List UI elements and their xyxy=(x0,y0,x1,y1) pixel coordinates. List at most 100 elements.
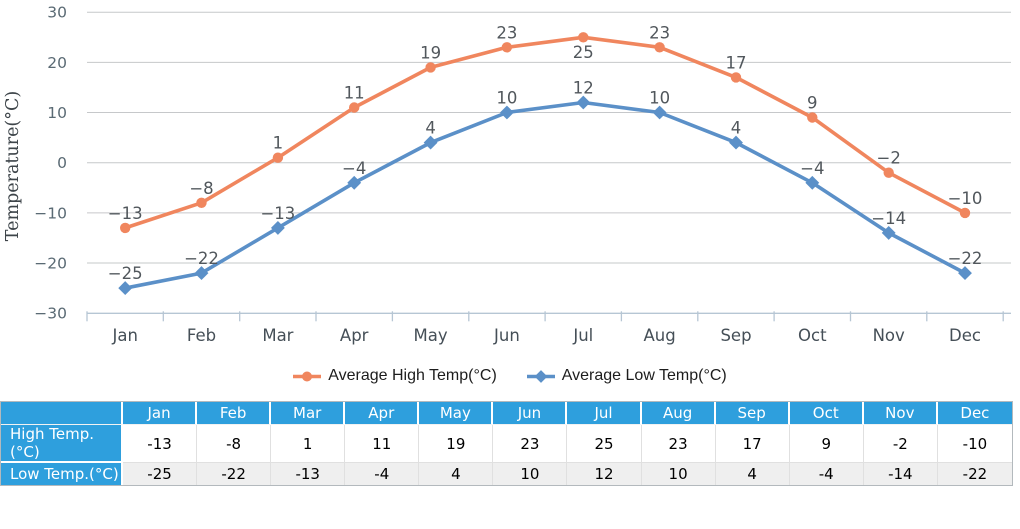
temperature-table: Jan Feb Mar Apr May Jun Jul Aug Sep Oct Nov Dec Hig… xyxy=(0,401,1013,486)
series-marker-high xyxy=(349,102,360,113)
table-month-header: Sep xyxy=(715,402,790,425)
data-label-high: −10 xyxy=(948,189,983,208)
table-month-header: Nov xyxy=(863,402,938,425)
table-cell: -22 xyxy=(937,463,1012,485)
table-cell: 23 xyxy=(493,425,568,463)
series-marker-low xyxy=(576,95,591,110)
series-marker-low xyxy=(270,220,285,235)
table-cell: -14 xyxy=(863,463,938,485)
data-label-high: 17 xyxy=(726,53,747,72)
series-marker-high xyxy=(501,42,513,53)
series-marker-low xyxy=(118,281,133,296)
table-cell: 1 xyxy=(271,425,346,463)
data-label-high: 23 xyxy=(496,23,517,42)
data-label-high: −8 xyxy=(189,179,213,198)
data-label-high: 9 xyxy=(807,94,818,113)
y-tick-label: −10 xyxy=(34,204,67,222)
x-tick-label: Sep xyxy=(720,326,751,345)
series-marker-low xyxy=(729,135,743,150)
data-label-low: −13 xyxy=(260,204,295,223)
table-month-header: May xyxy=(419,402,494,425)
table-cell: 4 xyxy=(419,463,494,485)
x-tick-label: Jan xyxy=(111,326,137,345)
series-marker-low xyxy=(423,135,438,150)
data-label-low: −14 xyxy=(871,209,906,228)
legend-marker-high-icon xyxy=(293,371,322,381)
series-marker-high xyxy=(730,72,742,83)
legend-item-low[interactable]: Average Low Temp(°C) xyxy=(526,367,727,385)
table-month-header: Jan xyxy=(123,402,198,425)
series-marker-low xyxy=(499,105,514,120)
data-label-low: 10 xyxy=(649,89,670,108)
data-label-high: 25 xyxy=(573,43,594,62)
table-row: Low Temp.(°C) -25 -22 -13 -4 4 10 12 10 4 -4 -14 -22 xyxy=(1,463,1012,485)
y-tick-label: −20 xyxy=(34,255,67,273)
y-tick-label: −30 xyxy=(34,305,67,323)
series-marker-high xyxy=(807,112,818,123)
legend-glyph xyxy=(302,371,313,381)
table-cell: 12 xyxy=(567,463,642,485)
table-month-header: Dec xyxy=(937,402,1012,425)
data-label-low: −25 xyxy=(108,264,143,283)
x-tick-label: Aug xyxy=(643,326,675,345)
table-cell: 9 xyxy=(789,425,864,463)
table-cell: -25 xyxy=(123,463,198,485)
series-line-high xyxy=(123,35,967,230)
x-tick-label: Mar xyxy=(262,326,293,345)
table-cell: 23 xyxy=(641,425,716,463)
legend-glyph xyxy=(534,369,548,383)
table-month-header: Feb xyxy=(197,402,272,425)
data-label-high: −2 xyxy=(877,149,901,168)
series-marker-low xyxy=(958,266,972,281)
series-marker-low xyxy=(805,175,820,190)
y-axis-title: Temperature(°C) xyxy=(3,91,23,241)
x-tick-label: Dec xyxy=(949,326,981,345)
x-tick-label: May xyxy=(414,326,448,345)
series-marker-high xyxy=(120,222,131,234)
series-marker-high xyxy=(272,152,284,163)
series-marker-high xyxy=(883,167,894,178)
table-cell: 10 xyxy=(493,463,568,485)
x-tick-label: Feb xyxy=(187,326,216,345)
table-month-header: Jun xyxy=(493,402,568,425)
data-label-low: −4 xyxy=(342,159,366,178)
series-line-low xyxy=(123,100,967,290)
table-corner-cell xyxy=(1,402,123,425)
table-cell: -13 xyxy=(123,425,198,463)
series-marker-low xyxy=(652,105,667,120)
table-cell: -4 xyxy=(345,463,420,485)
data-label-low: −22 xyxy=(948,249,983,268)
y-tick-label: 0 xyxy=(57,154,67,172)
series-marker-low xyxy=(347,175,362,190)
legend-item-high[interactable]: Average High Temp(°C) xyxy=(293,367,497,385)
series-marker-high xyxy=(425,62,436,73)
series-marker-high xyxy=(654,42,665,53)
x-tick-label: Apr xyxy=(340,326,369,345)
data-label-high: 11 xyxy=(344,84,365,103)
series-marker-low xyxy=(881,225,896,240)
table-month-header: Aug xyxy=(641,402,716,425)
chart-legend: Average High Temp(°C) Average Low Temp(°C… xyxy=(0,367,1020,385)
series-marker-high xyxy=(196,197,207,208)
x-tick-label: Oct xyxy=(798,326,827,345)
table-cell: 19 xyxy=(419,425,494,463)
x-tick-label: Jun xyxy=(493,326,520,345)
temperature-line-chart: 30 20 10 0 −10 −20 −30 Jan Feb Mar Apr May Jun Jul Aug… xyxy=(3,4,1011,345)
y-tick-label: 10 xyxy=(47,104,67,122)
x-tick-label: Nov xyxy=(873,326,905,345)
table-cell: -4 xyxy=(789,463,864,485)
table-cell: -8 xyxy=(197,425,272,463)
table-row-label: Low Temp.(°C) xyxy=(1,463,123,485)
table-header: Jan Feb Mar Apr May Jun Jul Aug Sep Oct Nov Dec xyxy=(1,402,1012,425)
table-cell: -13 xyxy=(271,463,346,485)
table-cell: -2 xyxy=(863,425,938,463)
series-marker-high xyxy=(578,32,589,43)
table-cell: 11 xyxy=(345,425,420,463)
series-marker-high xyxy=(959,207,971,219)
y-tick-label: 20 xyxy=(47,54,67,72)
table-cell: -10 xyxy=(937,425,1012,463)
table-cell: 25 xyxy=(567,425,642,463)
y-tick-label: 30 xyxy=(47,4,67,22)
table-row: High Temp.(°C) -13 -8 1 11 19 23 25 23 17 9 -2 -10 xyxy=(1,425,1012,463)
